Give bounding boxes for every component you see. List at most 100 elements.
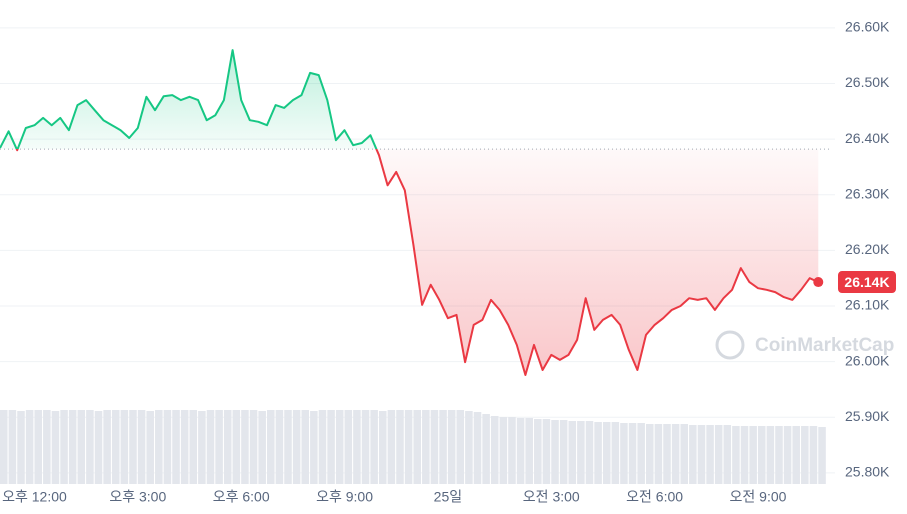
volume-bar <box>628 423 637 484</box>
volume-bar <box>189 410 198 484</box>
x-tick-label: 오전 3:00 <box>523 489 580 505</box>
volume-bar <box>775 426 783 484</box>
volume-bar <box>111 410 120 484</box>
volume-bar <box>809 426 818 484</box>
volume-bar <box>447 410 456 484</box>
volume-bar <box>422 410 430 484</box>
volume-bar <box>542 419 551 484</box>
volume-bar <box>430 410 439 484</box>
volume-bar <box>757 426 766 484</box>
y-tick-label: 25.90K <box>845 408 890 424</box>
volume-bar <box>249 410 258 484</box>
volume-bar <box>344 410 353 484</box>
volume-bar <box>353 410 361 484</box>
volume-bar <box>749 426 757 484</box>
y-tick-label: 26.40K <box>845 130 890 146</box>
volume-bar <box>0 410 8 484</box>
volume-bar <box>258 411 266 484</box>
volume-bar <box>86 410 94 484</box>
volume-bar <box>387 410 396 484</box>
volume-bar <box>482 414 490 484</box>
volume-bar <box>551 420 559 484</box>
volume-bar <box>620 423 628 484</box>
volume-bar <box>17 411 25 484</box>
volume-bar <box>163 410 172 484</box>
volume-bar <box>172 410 180 484</box>
volume-bar <box>241 410 249 484</box>
last-point <box>813 277 824 288</box>
volume-bar <box>232 410 241 484</box>
volume-bar <box>577 421 585 484</box>
volume-bar <box>473 412 482 484</box>
volume-bar <box>602 422 611 484</box>
volume-bar <box>43 410 51 484</box>
volume-bar <box>8 410 17 484</box>
volume-bar <box>77 410 86 484</box>
volume-bar <box>723 425 732 484</box>
volume-bar <box>146 411 154 484</box>
volume-bar <box>654 424 663 484</box>
volume-bar <box>25 410 34 484</box>
volume-bar <box>783 426 792 484</box>
volume-bar <box>689 425 697 484</box>
watermark-text: CoinMarketCap <box>755 335 894 356</box>
volume-bar <box>378 411 387 484</box>
volume-bar <box>396 410 404 484</box>
y-tick-label: 26.00K <box>845 352 890 368</box>
volume-bar <box>801 426 809 484</box>
x-tick-label: 오후 3:00 <box>109 489 166 505</box>
volume-bar <box>103 410 111 484</box>
x-tick-label: 오후 9:00 <box>316 489 373 505</box>
x-tick-label: 오전 6:00 <box>626 489 683 505</box>
volume-bar <box>732 426 740 484</box>
volume-bar <box>568 421 577 484</box>
volume-bar <box>318 410 327 484</box>
volume-bar <box>60 410 68 484</box>
volume-bar <box>327 410 335 484</box>
volume-bar <box>456 410 465 484</box>
volume-bar <box>594 422 602 484</box>
volume-bar <box>439 410 447 484</box>
y-tick-label: 26.30K <box>845 185 890 201</box>
x-tick-label: 오후 12:00 <box>2 489 67 505</box>
volume-bar <box>413 410 421 484</box>
volume-bar <box>275 410 284 484</box>
volume-bar <box>206 410 215 484</box>
volume-bar <box>671 424 680 484</box>
volume-bar <box>525 418 533 484</box>
volume-bar <box>292 410 301 484</box>
volume-bar <box>706 425 714 484</box>
volume-bar <box>534 419 542 484</box>
y-tick-label: 26.60K <box>845 19 890 35</box>
price-tag-text: 26.14K <box>844 274 889 290</box>
x-tick-label: 25일 <box>434 489 462 505</box>
price-tag <box>838 271 896 294</box>
volume-bar <box>499 417 508 484</box>
volume-bar <box>94 411 103 484</box>
volume-bar <box>663 424 671 484</box>
volume-bar <box>559 420 568 484</box>
volume-bar <box>818 427 826 484</box>
x-tick-label: 오후 6:00 <box>213 489 270 505</box>
volume-bar <box>714 425 723 484</box>
volume-bar <box>792 426 800 484</box>
volume-bar <box>508 417 516 484</box>
volume-bar <box>697 425 706 484</box>
volume-bar <box>68 410 77 484</box>
volume-bar <box>490 416 499 484</box>
volume-bar <box>310 411 318 484</box>
volume-bar <box>267 410 275 484</box>
volume-bar <box>120 410 129 484</box>
volume-bar <box>516 418 525 484</box>
volume-bar <box>215 410 223 484</box>
volume-bar <box>51 411 60 484</box>
volume-bar <box>129 410 137 484</box>
volume-bar <box>301 410 310 484</box>
volume-bar <box>137 410 146 484</box>
volume-bar <box>223 410 232 484</box>
volume-bar <box>180 410 189 484</box>
volume-bar <box>404 410 413 484</box>
watermark-logo <box>715 330 745 360</box>
volume-bar <box>740 426 749 484</box>
